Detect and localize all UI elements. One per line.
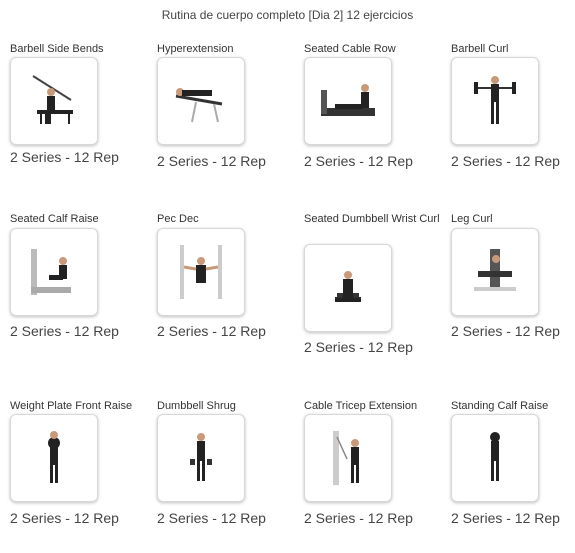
exercise-name[interactable]: Dumbbell Shrug: [157, 400, 236, 412]
exercise-meta: 2 Series - 12 Rep: [451, 153, 560, 169]
exercise-meta: 2 Series - 12 Rep: [10, 323, 119, 339]
exercise-meta: 2 Series - 12 Rep: [304, 153, 413, 169]
exercise-thumbnail[interactable]: [157, 414, 245, 502]
exercise-card[interactable]: Dumbbell Shrug: [157, 398, 297, 414]
exercise-name[interactable]: Leg Curl: [451, 213, 493, 225]
exercise-name[interactable]: Standing Calf Raise: [451, 400, 549, 412]
exercise-name[interactable]: Seated Calf Raise: [10, 213, 99, 225]
exercise-meta: 2 Series - 12 Rep: [157, 323, 266, 339]
exercise-thumbnail[interactable]: [304, 244, 392, 332]
exercise-meta: 2 Series - 12 Rep: [10, 510, 119, 526]
weight-plate-front-raise-icon: [48, 431, 60, 483]
exercise-thumbnail[interactable]: [10, 414, 98, 502]
exercise-thumbnail[interactable]: [451, 57, 539, 145]
hyperextension-icon: [175, 88, 223, 123]
exercise-thumbnail[interactable]: [10, 57, 98, 145]
exercise-name[interactable]: Barbell Side Bends: [10, 43, 104, 55]
exercise-thumbnail[interactable]: [157, 57, 245, 145]
seated-dumbbell-wrist-curl-icon: [335, 271, 361, 302]
exercise-card[interactable]: Barbell Curl: [451, 41, 575, 57]
exercise-name[interactable]: Seated Cable Row: [304, 43, 396, 55]
exercise-meta: 2 Series - 12 Rep: [451, 510, 560, 526]
exercise-card[interactable]: Standing Calf Raise: [451, 398, 575, 414]
exercise-meta: 2 Series - 12 Rep: [451, 323, 560, 339]
exercise-name[interactable]: Pec Dec: [157, 213, 199, 225]
seated-calf-raise-icon: [31, 249, 71, 295]
exercise-name[interactable]: Hyperextension: [157, 43, 234, 55]
seated-cable-row-icon: [321, 84, 375, 116]
exercise-name[interactable]: Seated Dumbbell Wrist Curl: [304, 213, 440, 225]
barbell-side-bends-icon: [32, 75, 73, 124]
exercise-card[interactable]: Seated Dumbbell Wrist Curl: [304, 211, 444, 227]
exercise-meta: 2 Series - 12 Rep: [304, 339, 413, 355]
exercise-card[interactable]: Barbell Side Bends: [10, 41, 150, 57]
exercise-meta: 2 Series - 12 Rep: [10, 149, 119, 165]
exercise-card[interactable]: Leg Curl: [451, 211, 575, 227]
exercise-card[interactable]: Hyperextension: [157, 41, 297, 57]
leg-curl-icon: [474, 249, 516, 291]
exercise-name[interactable]: Weight Plate Front Raise: [10, 400, 133, 412]
exercise-thumbnail[interactable]: [451, 414, 539, 502]
exercise-thumbnail[interactable]: [10, 228, 98, 316]
exercise-name[interactable]: Cable Tricep Extension: [304, 400, 418, 412]
exercise-card[interactable]: Seated Calf Raise: [10, 211, 150, 227]
dumbbell-shrug-icon: [190, 433, 212, 481]
exercise-thumbnail[interactable]: [304, 57, 392, 145]
exercise-card[interactable]: Seated Cable Row: [304, 41, 444, 57]
barbell-curl-icon: [474, 76, 516, 124]
standing-calf-raise-icon: [490, 432, 500, 481]
exercise-meta: 2 Series - 12 Rep: [157, 510, 266, 526]
exercise-card[interactable]: Pec Dec: [157, 211, 297, 227]
cable-tricep-extension-icon: [333, 431, 359, 485]
exercise-thumbnail[interactable]: [451, 228, 539, 316]
exercise-meta: 2 Series - 12 Rep: [157, 153, 266, 169]
exercise-meta: 2 Series - 12 Rep: [304, 510, 413, 526]
exercise-card[interactable]: Weight Plate Front Raise: [10, 398, 150, 414]
page-title: Rutina de cuerpo completo [Dia 2] 12 eje…: [161, 8, 414, 22]
exercise-card[interactable]: Cable Tricep Extension: [304, 398, 444, 414]
exercise-name[interactable]: Barbell Curl: [451, 43, 509, 55]
pec-dec-icon: [180, 245, 222, 299]
exercise-thumbnail[interactable]: [304, 414, 392, 502]
exercise-thumbnail[interactable]: [157, 228, 245, 316]
